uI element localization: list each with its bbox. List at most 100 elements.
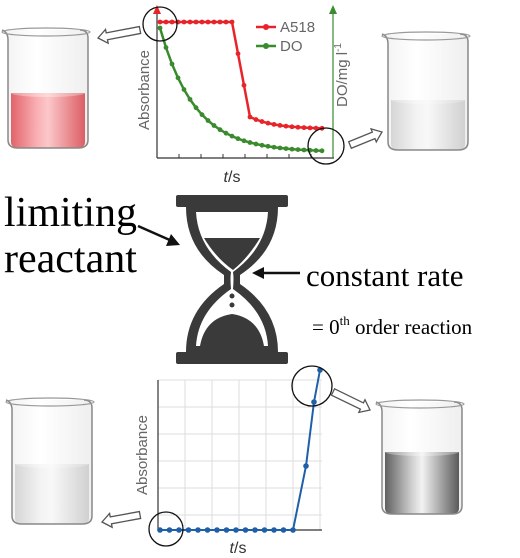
absorbance-point: [176, 527, 182, 533]
y-axis-label: Absorbance: [136, 50, 153, 130]
beaker-glass: [381, 33, 469, 151]
hollow-arrow: [347, 127, 383, 150]
x-axis-label: t/s: [230, 540, 247, 557]
absorbance-point: [233, 527, 239, 533]
absorbance-point: [166, 527, 173, 533]
a518-point: [235, 51, 241, 57]
do-line: [158, 27, 323, 153]
a518-point: [211, 19, 217, 25]
absorbance-point: [271, 527, 277, 533]
do-point: [157, 25, 163, 31]
beaker-rim: [381, 31, 471, 41]
do-point: [217, 127, 223, 133]
legend-label: A518: [280, 19, 315, 36]
a518-point: [259, 119, 265, 124]
do-point: [175, 75, 181, 81]
pointer-head: [252, 267, 264, 279]
sand-drop: [229, 302, 235, 308]
beaker-glass: [1, 29, 89, 149]
a518-point: [283, 123, 289, 129]
a518-point: [193, 19, 199, 25]
do-point: [259, 142, 265, 148]
highlight-circle: [307, 127, 345, 165]
x-label-unit: /s: [234, 540, 246, 557]
do-point: [271, 144, 277, 150]
absorbance-point: [290, 527, 296, 533]
a518-point: [205, 19, 211, 25]
do-point: [265, 143, 271, 149]
do-point: [313, 148, 319, 153]
hourglass-top: [176, 195, 288, 207]
a518-point: [265, 120, 271, 126]
beaker-rim: [5, 397, 95, 407]
absorbance-point: [204, 527, 211, 533]
do-point: [229, 133, 235, 139]
x-label-var: t: [224, 169, 229, 186]
a518-point: [247, 114, 253, 120]
note-prefix: = 0: [312, 315, 340, 339]
beaker-rim: [375, 399, 465, 409]
do-point: [223, 130, 229, 136]
a518-point: [187, 19, 193, 25]
absorbance-point: [214, 527, 220, 533]
do-point: [253, 141, 259, 147]
do-point: [181, 87, 187, 92]
a518-point: [181, 19, 187, 25]
legend-label: DO: [280, 38, 303, 55]
y2-axis-arrow: [329, 5, 337, 14]
do-point: [277, 145, 283, 151]
do-point: [199, 112, 205, 118]
hollow-arrow: [96, 25, 142, 45]
sand-top: [204, 238, 260, 270]
note-suffix: order reaction: [350, 315, 473, 339]
x-label-var: t: [230, 540, 235, 557]
absorbance-point: [157, 527, 163, 533]
do-point: [187, 96, 193, 102]
hollow-arrow: [100, 510, 142, 529]
pointer-head: [166, 234, 180, 246]
do-point: [283, 146, 289, 152]
a518-point: [313, 125, 319, 131]
legend-dot: [263, 24, 269, 30]
do-point: [193, 105, 199, 111]
absorbance-point: [311, 399, 317, 405]
do-point: [163, 45, 169, 50]
absorbance-point: [185, 527, 192, 533]
a518-point: [169, 19, 175, 25]
beaker-glass: [5, 399, 93, 525]
highlight-circle: [142, 6, 178, 42]
limiting-label: limiting: [4, 190, 137, 236]
a518-point: [217, 19, 223, 25]
legend-dot: [263, 43, 269, 49]
absorbance-point: [242, 527, 249, 533]
do-point: [169, 61, 175, 67]
hollow-arrow: [330, 387, 371, 414]
a518-point: [277, 122, 283, 128]
absorbance-point: [252, 527, 258, 533]
hourglass-bottom: [176, 352, 288, 364]
a518-point: [229, 19, 235, 25]
a518-point: [271, 122, 277, 127]
do-point: [295, 147, 301, 152]
beaker-rim: [1, 27, 91, 37]
x-label-unit: /s: [228, 169, 240, 186]
beaker-glass: [375, 401, 463, 515]
a518-point: [241, 82, 247, 88]
absorbance-point: [303, 463, 309, 469]
do-point: [319, 148, 325, 154]
a518-point: [295, 124, 301, 130]
rate-label: constant rate: [306, 258, 464, 293]
a518-point: [163, 19, 169, 25]
x-axis-label: t/s: [224, 169, 241, 186]
do-point: [235, 136, 241, 142]
reactant-label: reactant: [4, 236, 137, 282]
a518-line: [160, 20, 323, 130]
y2-label-sup: -1: [333, 43, 344, 52]
do-point: [205, 118, 211, 123]
absorbance-point: [261, 527, 268, 533]
a518-point: [301, 125, 307, 131]
absorbance-line: [160, 369, 321, 531]
absorbance-point: [195, 527, 201, 533]
a518-point: [157, 19, 163, 25]
